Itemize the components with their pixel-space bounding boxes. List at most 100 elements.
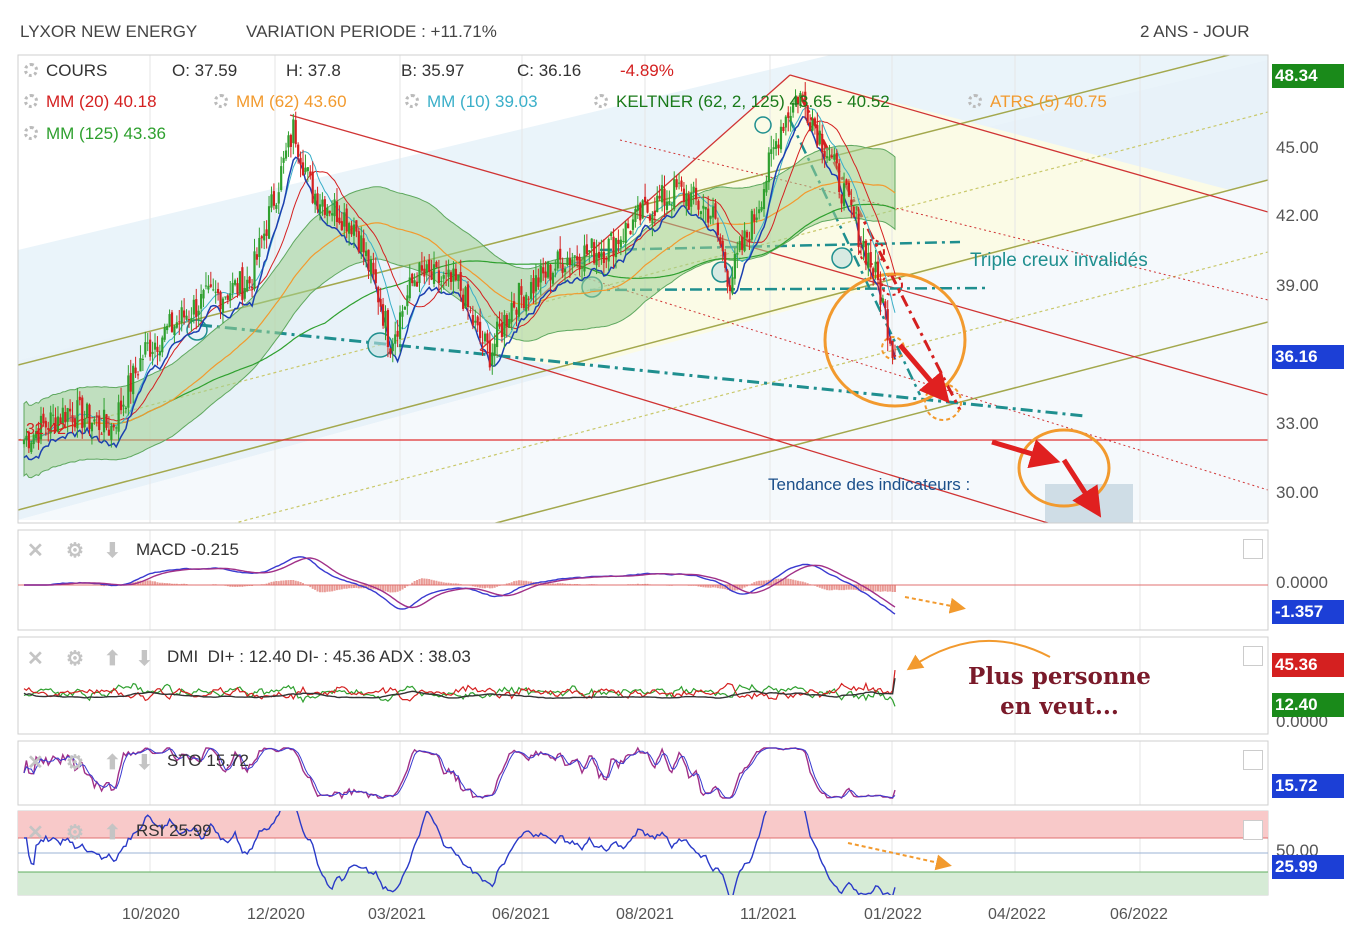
macd-checkbox[interactable] (1243, 539, 1263, 559)
candle-body (753, 214, 756, 222)
candle-body (350, 225, 353, 235)
candle-body (758, 209, 761, 214)
candle-body (73, 418, 77, 428)
candle-body (682, 188, 686, 203)
candle-body (561, 264, 564, 273)
gear-icon[interactable] (24, 94, 38, 108)
candle-body (115, 427, 118, 429)
close-icon[interactable]: ✕ (27, 822, 44, 844)
candle-body (755, 217, 758, 220)
legend-mm20[interactable]: MM (20) 40.18 (24, 92, 157, 112)
candle-body (156, 346, 159, 352)
di-minus-line (23, 670, 896, 702)
mm10-line (23, 106, 896, 443)
candle-body (692, 186, 695, 192)
gear-icon[interactable] (968, 94, 982, 108)
candle-body (425, 264, 428, 274)
candle-body (546, 261, 550, 278)
candle-body (624, 222, 627, 243)
gear-icon[interactable]: ⚙ (66, 648, 84, 670)
candle-body (629, 230, 632, 235)
candle-body (658, 195, 661, 199)
x-tick: 06/2022 (1110, 906, 1168, 923)
adx-line (23, 678, 896, 700)
legend-mm10[interactable]: MM (10) 39.03 (405, 92, 538, 112)
candle-body (818, 130, 821, 145)
close-value: C: 36.16 (517, 61, 582, 80)
candle-body (466, 284, 470, 308)
gear-icon[interactable] (214, 94, 228, 108)
candle-body (25, 435, 28, 440)
legend-mm125[interactable]: MM (125) 43.36 (24, 124, 166, 144)
candle-body (699, 211, 703, 215)
gear-icon[interactable]: ⚙ (66, 752, 84, 774)
candle-body (595, 253, 598, 266)
up-arrow-icon[interactable]: ⬆ (104, 648, 121, 670)
candle-body (61, 407, 64, 424)
candle-body (216, 288, 220, 294)
candle-body (333, 199, 336, 217)
candle-body (352, 224, 356, 236)
candle-body (811, 120, 814, 131)
candle-body (68, 408, 72, 412)
candle-body (571, 259, 574, 264)
candle-body (297, 144, 300, 158)
gear-icon[interactable] (24, 63, 38, 77)
legend-cours[interactable]: COURS (24, 61, 107, 81)
candle-body (221, 298, 225, 313)
candle-body (639, 203, 642, 221)
gear-icon[interactable]: ⚙ (66, 540, 84, 562)
candle-body (527, 298, 530, 300)
candle-body (309, 171, 312, 176)
candle-body (636, 204, 639, 211)
candle-body (573, 255, 576, 257)
close-icon[interactable]: ✕ (27, 752, 44, 774)
candle-body (30, 442, 33, 453)
sto-checkbox[interactable] (1243, 750, 1263, 770)
candle-body (129, 372, 132, 392)
up-arrow-icon[interactable]: ⬆ (104, 752, 121, 774)
candle-body (512, 301, 516, 308)
gear-icon[interactable] (594, 94, 608, 108)
down-arrow-icon[interactable]: ⬇ (136, 648, 153, 670)
legend-mm62[interactable]: MM (62) 43.60 (214, 92, 347, 112)
up-arrow-icon[interactable]: ⬆ (104, 822, 121, 844)
down-arrow-icon[interactable]: ⬇ (104, 540, 121, 562)
gear-icon[interactable] (24, 126, 38, 140)
close-icon[interactable]: ✕ (27, 540, 44, 562)
gear-icon[interactable]: ⚙ (66, 822, 84, 844)
candle-body (847, 182, 851, 196)
candle-body (95, 415, 98, 417)
candle-body (549, 264, 552, 281)
legend-atrs[interactable]: ATRS (5) 40.75 (968, 92, 1107, 112)
candle-body (542, 267, 545, 274)
rsi-badge: 25.99 (1272, 855, 1344, 879)
open-value: O: 37.59 (172, 61, 238, 80)
rsi-checkbox[interactable] (1243, 820, 1263, 840)
candle-body (585, 244, 588, 254)
candle-body (886, 309, 889, 341)
candle-body (241, 267, 244, 301)
candle-body (804, 91, 807, 106)
candle-body (685, 193, 688, 207)
candle-body (559, 248, 562, 260)
candle-body (665, 201, 669, 210)
gear-icon[interactable] (405, 94, 419, 108)
candle-body (532, 278, 535, 294)
cours-label: COURS (46, 61, 108, 80)
candle-body (537, 277, 540, 287)
candle-body (102, 409, 106, 433)
candle-body (214, 291, 217, 293)
candle-body (614, 238, 618, 258)
candle-body (192, 299, 195, 315)
candle-body (794, 97, 797, 103)
candle-body (357, 231, 360, 252)
dmi-checkbox[interactable] (1243, 646, 1263, 666)
candle-body (607, 238, 610, 262)
candle-body (627, 223, 630, 229)
candle-body (289, 134, 292, 147)
legend-keltner[interactable]: KELTNER (62, 2, 125) 43.65 - 40.52 (594, 92, 890, 112)
down-arrow-icon[interactable]: ⬇ (136, 752, 153, 774)
close-icon[interactable]: ✕ (27, 648, 44, 670)
candle-body (784, 116, 787, 128)
